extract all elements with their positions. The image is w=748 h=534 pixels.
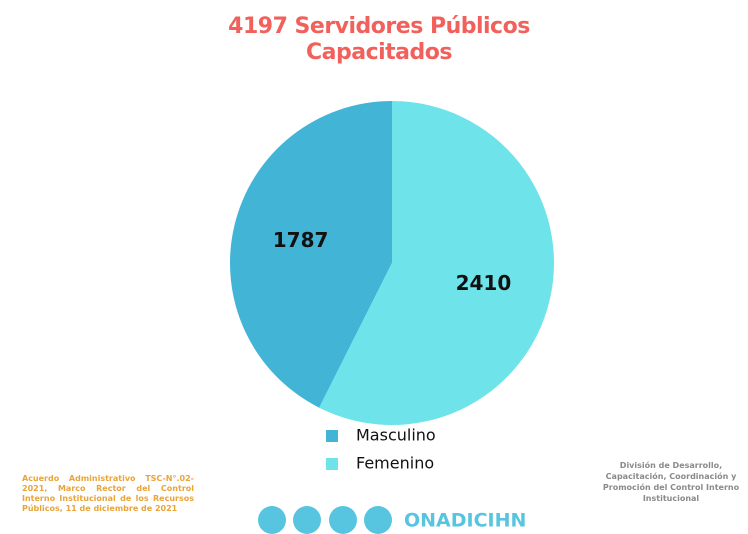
pie-slice bbox=[319, 101, 555, 425]
chart-title: 4197 Servidores Públicos Capacitados bbox=[228, 14, 530, 65]
data-label: 1787 bbox=[273, 228, 329, 252]
handle: ONADICIHN bbox=[404, 510, 526, 532]
right-note: División de Desarrollo, Capacitación, Co… bbox=[602, 461, 740, 503]
data-label: 2410 bbox=[456, 271, 512, 295]
pie-slice bbox=[230, 101, 392, 408]
legend-label: Masculino bbox=[356, 426, 436, 445]
legend-swatch bbox=[326, 458, 338, 470]
social-icons bbox=[258, 506, 392, 534]
legend-label: Femenino bbox=[356, 454, 434, 473]
legend-swatch bbox=[326, 430, 338, 442]
left-note: Acuerdo Administrativo TSC-N°.02-2021, M… bbox=[22, 474, 194, 513]
